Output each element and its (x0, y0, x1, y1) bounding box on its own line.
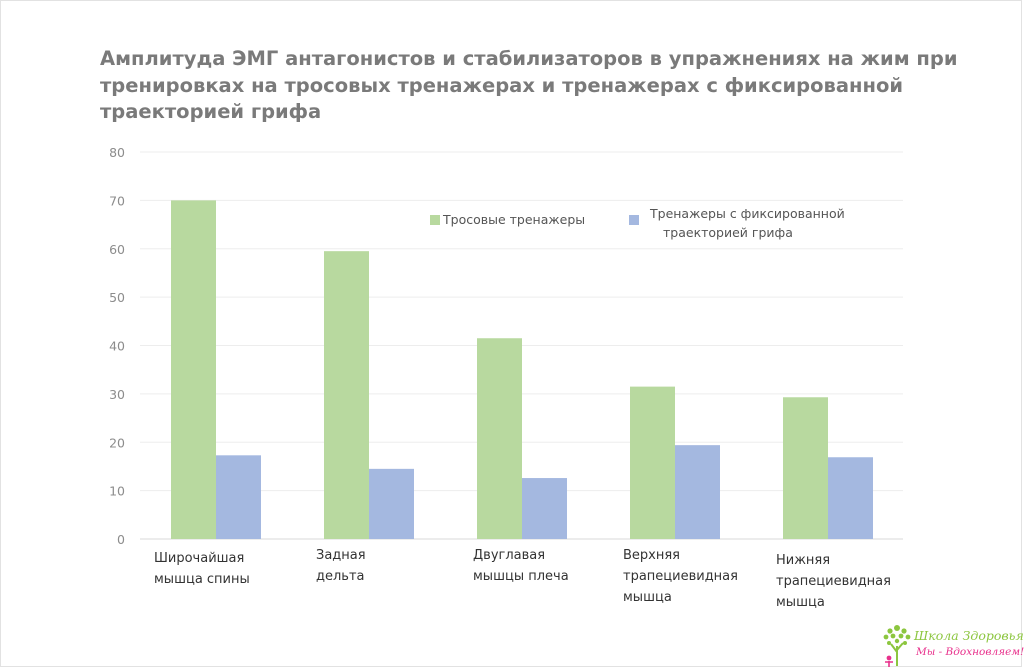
y-tick-label: 70 (109, 193, 125, 208)
chart-title-line: Амплитуда ЭМГ антагонистов и стабилизато… (100, 47, 958, 70)
legend-swatch-cable (430, 215, 440, 225)
y-tick-label: 0 (117, 532, 125, 547)
x-category-label-line: Задная (316, 548, 366, 563)
legend-item-cable: Тросовые тренажеры (430, 210, 585, 229)
x-category-label-line: трапециевидная (776, 574, 891, 589)
bar-cable (324, 251, 369, 539)
bar-cable (477, 338, 522, 539)
x-category-label: Двуглавая мышцы плеча (473, 545, 569, 587)
bar-fixed (675, 445, 720, 539)
logo-text: Школа Здоровья (914, 628, 1024, 643)
y-tick-label: 60 (109, 242, 125, 257)
bar-fixed (828, 457, 873, 539)
y-tick-label: 50 (109, 290, 125, 305)
legend-swatch-fixed (629, 215, 639, 225)
x-category-label-line: Двуглавая (473, 548, 546, 563)
y-tick-label: 20 (109, 435, 125, 450)
legend-label-cable: Тросовые тренажеры (443, 212, 586, 227)
logo-slogan: Мы - Вдохновляем! (916, 646, 1024, 658)
watermark-logo: Школа Здоровья Мы - Вдохновляем! (878, 620, 1024, 669)
x-category-label-line: Верхняя (623, 548, 681, 563)
x-category-label-line: трапециевидная (623, 569, 738, 584)
bar-fixed (216, 455, 261, 539)
legend-label-line: Тренажеры с фиксированной (650, 206, 845, 221)
x-category-label: Широчайшая мышца спины (154, 548, 250, 590)
y-tick-label: 30 (109, 387, 125, 402)
legend-label-fixed: Тренажеры с фиксированной траекторией гр… (642, 204, 845, 242)
bar-fixed (522, 478, 567, 539)
x-category-label-line: мышцы плеча (473, 569, 569, 584)
x-category-label-line: Нижняя (776, 553, 831, 568)
bar-cable (783, 397, 828, 539)
chart-title: Амплитуда ЭМГ антагонистов и стабилизато… (100, 46, 958, 126)
x-category-label-line: Широчайшая (154, 551, 245, 566)
y-tick-label: 10 (109, 484, 125, 499)
chart-title-line: тренировках на тросовых тренажерах и тре… (100, 73, 904, 97)
legend-item-fixed: Тренажеры с фиксированной траекторией гр… (629, 204, 845, 242)
legend-label-line: траекторией грифа (663, 225, 793, 240)
y-tick-label: 40 (109, 339, 125, 354)
y-tick-label: 80 (109, 145, 125, 160)
tree-icon (883, 625, 911, 667)
chart-title-line: траекторией грифа (100, 100, 322, 123)
bar-fixed (369, 468, 414, 539)
x-category-label-line: мышца (623, 590, 672, 605)
bar-cable (171, 200, 216, 539)
x-category-label: Нижняя трапециевидная мышца (776, 550, 891, 613)
x-category-label: Задная дельта (316, 545, 366, 587)
x-category-label-line: мышца спины (154, 572, 250, 587)
x-category-label-line: дельта (316, 569, 365, 584)
x-category-label-line: мышца (776, 595, 825, 610)
x-category-label: Верхняя трапециевидная мышца (623, 545, 738, 608)
bar-cable (630, 386, 675, 539)
